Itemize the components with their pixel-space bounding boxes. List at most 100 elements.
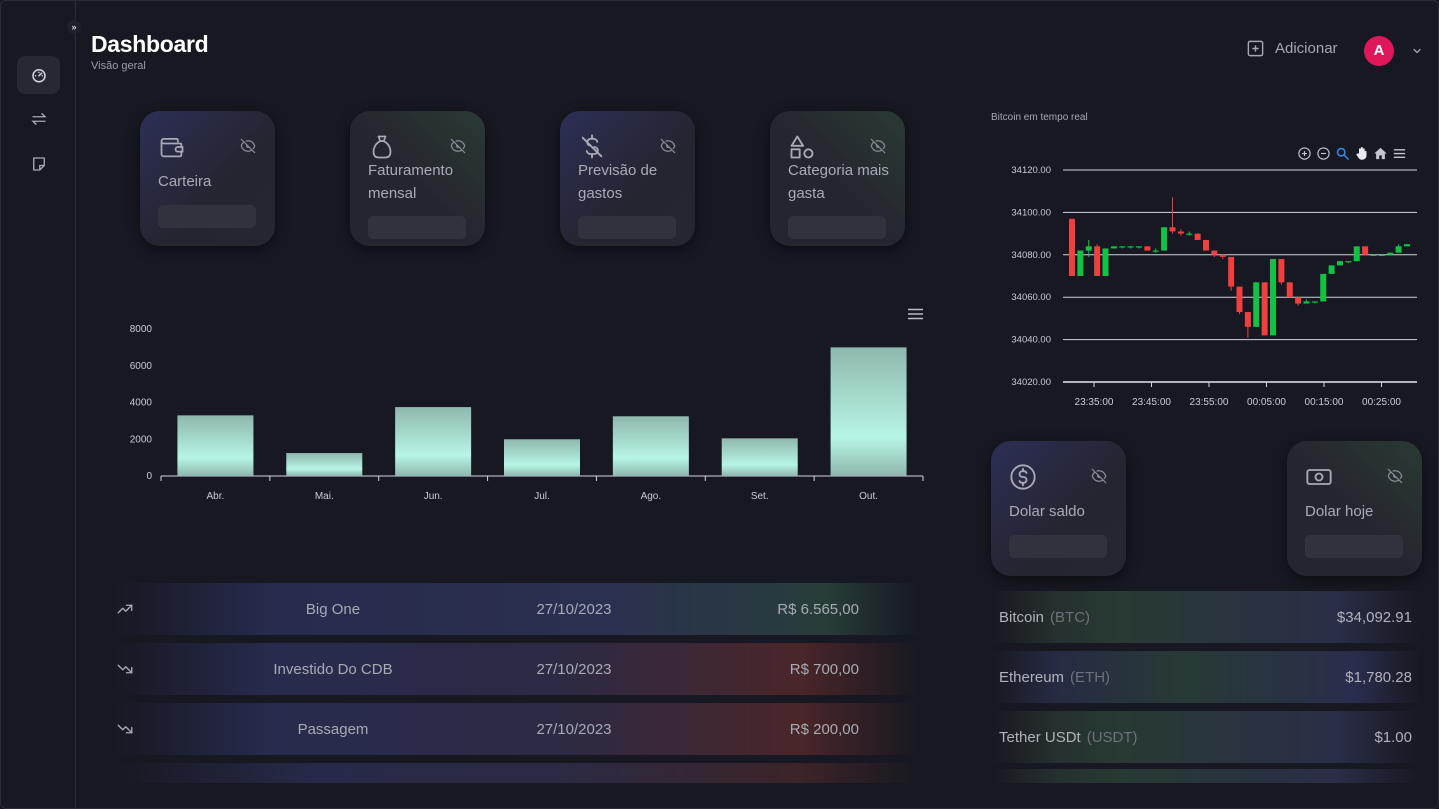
y-tick-label: 2000 xyxy=(130,434,153,445)
candle-body xyxy=(1387,252,1394,255)
crypto-row[interactable]: Bitcoin (BTC) $34,092.91 xyxy=(991,591,1421,643)
candle-body xyxy=(1069,218,1075,276)
avatar[interactable]: A xyxy=(1364,36,1394,66)
y-tick-label: 34120.00 xyxy=(1011,165,1051,176)
card-faturamento[interactable]: Faturamento mensal xyxy=(350,111,485,246)
pan-hand-icon[interactable] xyxy=(1354,146,1369,161)
trend-up-icon xyxy=(117,604,133,614)
transaction-row[interactable]: Big One 27/10/2023 R$ 6.565,00 xyxy=(111,583,921,635)
card-label: Categoria mais gasta xyxy=(788,162,889,202)
candle-body xyxy=(1295,297,1302,304)
y-tick-label: 4000 xyxy=(130,398,153,409)
transaction-row[interactable]: Passagem 27/10/2023 R$ 200,00 xyxy=(111,703,921,755)
card-value-hidden xyxy=(788,216,886,239)
candle-body xyxy=(1127,246,1134,248)
candle-body xyxy=(1085,246,1092,251)
crypto-symbol: (USDT) xyxy=(1086,728,1138,746)
sidebar-expand-button[interactable]: » xyxy=(67,20,81,34)
home-icon[interactable] xyxy=(1373,146,1388,161)
zoom-out-icon[interactable] xyxy=(1316,146,1331,161)
x-tick-label: Out. xyxy=(859,491,878,502)
transaction-date: 27/10/2023 xyxy=(536,660,612,678)
wallet-icon xyxy=(160,137,184,158)
candle-body xyxy=(1253,282,1260,327)
transaction-row[interactable] xyxy=(111,763,921,783)
page-title: Dashboard xyxy=(91,31,209,57)
card-dolar-saldo[interactable]: Dolar saldo xyxy=(991,441,1126,576)
chart-menu-icon[interactable] xyxy=(908,308,923,320)
gauge-icon xyxy=(31,69,46,83)
eye-off-icon[interactable] xyxy=(1090,467,1108,485)
sidebar-item-notes[interactable] xyxy=(17,145,60,183)
candle-body xyxy=(1404,244,1410,247)
candle-body xyxy=(1286,282,1293,298)
eye-off-icon[interactable] xyxy=(449,137,467,155)
eye-off-icon[interactable] xyxy=(869,137,887,155)
candle-body xyxy=(1328,265,1335,274)
x-tick-label: Ago. xyxy=(641,491,662,502)
zoom-in-icon[interactable] xyxy=(1297,146,1312,161)
x-tick-label: 00:25:00 xyxy=(1362,397,1401,408)
candle-body xyxy=(1136,246,1142,248)
magnifier-icon[interactable] xyxy=(1335,146,1350,161)
trend-down-icon xyxy=(117,724,133,734)
card-dolar-hoje[interactable]: Dolar hoje xyxy=(1287,441,1422,576)
candle-body xyxy=(1110,246,1117,249)
candle-body xyxy=(1161,227,1168,251)
y-tick-label: 34100.00 xyxy=(1011,207,1051,218)
bitcoin-candlestick-chart: 34020.00 34040.00 34060.00 34080.00 34100.00… xyxy=(1011,165,1417,408)
page-subtitle: Visão geral xyxy=(91,60,146,72)
add-button[interactable]: Adicionar xyxy=(1246,39,1338,58)
card-value-hidden xyxy=(158,205,256,228)
trend-down-icon xyxy=(117,664,133,674)
transaction-date: 27/10/2023 xyxy=(536,600,612,618)
no-dollar-icon xyxy=(581,134,603,159)
candle-body xyxy=(1378,254,1385,256)
x-tick-label: Jun. xyxy=(424,491,443,502)
card-value-hidden xyxy=(1009,535,1107,558)
candle-body xyxy=(1228,256,1235,287)
sidebar-item-transactions[interactable] xyxy=(17,100,60,138)
eye-off-icon[interactable] xyxy=(1386,467,1404,485)
candle-body xyxy=(1169,227,1176,232)
monthly-bar-chart: 0 2000 4000 6000 8000 Abr. Mai. Jun. Jul. Ago. Set… xyxy=(130,324,924,502)
chevron-down-icon[interactable] xyxy=(1411,45,1423,57)
arrows-exchange-icon xyxy=(30,113,47,125)
candle-body xyxy=(1270,259,1276,336)
sidebar-item-dashboard[interactable] xyxy=(17,56,60,94)
candle-body xyxy=(1119,246,1126,248)
crypto-price: $1,780.28 xyxy=(1345,668,1412,686)
note-icon xyxy=(32,157,45,171)
crypto-symbol: (BTC) xyxy=(1050,608,1091,626)
y-tick-label: 34080.00 xyxy=(1011,250,1051,261)
menu-icon[interactable] xyxy=(1392,146,1407,161)
card-previsao[interactable]: Previsão de gastos xyxy=(560,111,695,246)
candle-body xyxy=(1278,259,1285,283)
card-categoria[interactable]: Categoria mais gasta xyxy=(770,111,905,246)
bar xyxy=(830,347,907,476)
candle-body xyxy=(1077,250,1084,276)
dollar-circle-icon xyxy=(1010,464,1036,490)
candle-body xyxy=(1244,312,1251,327)
crypto-row[interactable]: Tether USDt (USDT) $1.00 xyxy=(991,711,1421,763)
crypto-price: $34,092.91 xyxy=(1336,608,1412,626)
bitcoin-chart-title: Bitcoin em tempo real xyxy=(991,112,1088,123)
crypto-name: Bitcoin (BTC) xyxy=(999,608,1091,626)
card-carteira[interactable]: Carteira xyxy=(140,111,275,246)
x-tick-label: 00:05:00 xyxy=(1247,397,1286,408)
add-button-label: Adicionar xyxy=(1275,40,1338,57)
candle-body xyxy=(1370,254,1377,256)
x-tick-label: Set. xyxy=(751,491,769,502)
crypto-row[interactable]: Ethereum (ETH) $1,780.28 xyxy=(991,651,1421,703)
y-tick-label: 34020.00 xyxy=(1011,377,1051,388)
eye-off-icon[interactable] xyxy=(659,137,677,155)
transaction-row[interactable]: Investido Do CDB 27/10/2023 R$ 700,00 xyxy=(111,643,921,695)
crypto-row[interactable] xyxy=(991,769,1421,783)
card-label: Dolar saldo xyxy=(1009,503,1085,520)
candle-body xyxy=(1144,246,1151,251)
y-tick-label: 34040.00 xyxy=(1011,335,1051,346)
candle-body xyxy=(1219,254,1226,257)
y-tick-label: 34060.00 xyxy=(1011,292,1051,303)
eye-off-icon[interactable] xyxy=(239,137,257,155)
card-label: Carteira xyxy=(158,173,212,190)
